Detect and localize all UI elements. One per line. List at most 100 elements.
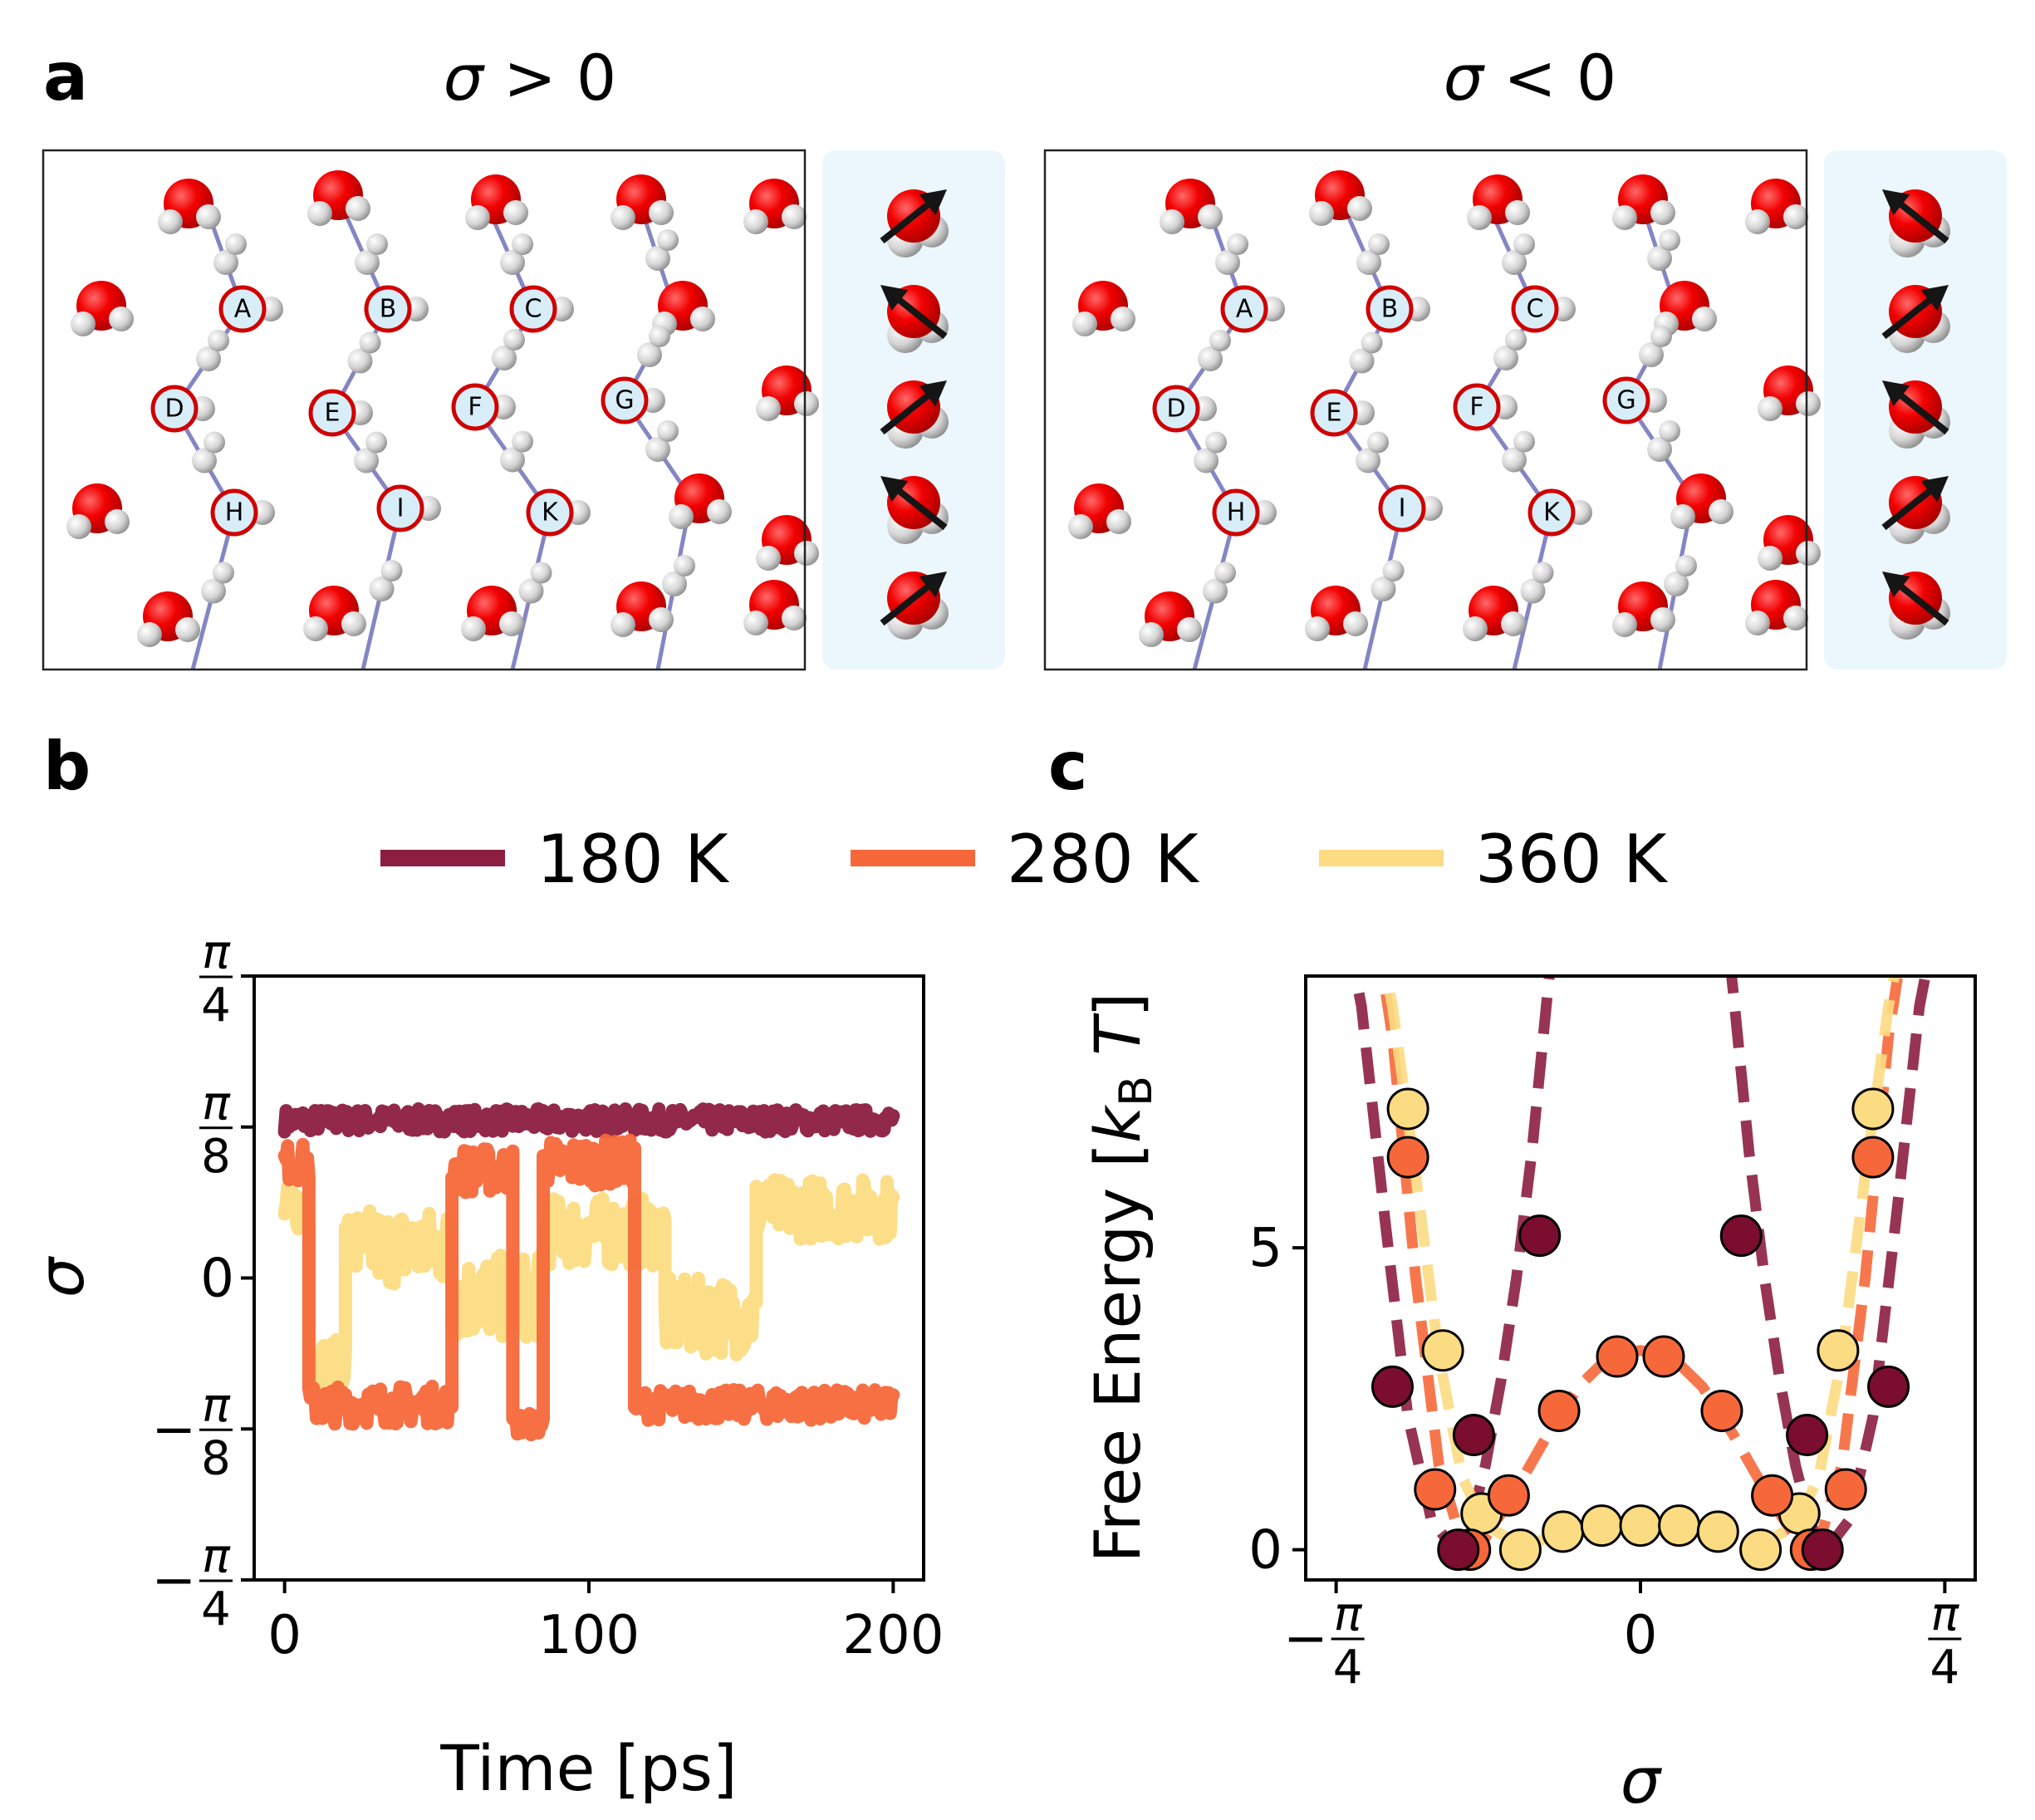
hydrogen-atom	[1796, 391, 1821, 416]
atom-label: H	[225, 498, 244, 527]
dipole-arrow-head	[1920, 476, 1949, 503]
tick-label: 0	[200, 1248, 234, 1310]
hydrogen-atom	[492, 346, 517, 370]
hydrogen-atom	[1513, 430, 1535, 453]
labeled-oxygen-atom	[1511, 285, 1559, 333]
title-rest: < 0	[1483, 41, 1616, 115]
chart-c-markers	[1371, 1087, 1910, 1572]
labeled-oxygen-atom	[1310, 389, 1358, 437]
hydrogen-atom	[1650, 607, 1675, 632]
hydrogen-atom	[196, 204, 221, 229]
hydrogen-atom	[1532, 562, 1554, 584]
labeled-oxygen-atom	[451, 383, 499, 431]
hydrogen-atom	[1758, 396, 1782, 421]
side-view-left-molecules	[880, 189, 949, 640]
chart-b-data	[277, 1102, 900, 1442]
data-point-280k	[1751, 1474, 1794, 1517]
atom-label: K	[542, 498, 559, 527]
data-point-360k	[1619, 1504, 1662, 1548]
hydrogen-atom	[1356, 448, 1380, 473]
data-point-280k	[1537, 1389, 1581, 1432]
dipole-arrow-head	[919, 380, 947, 407]
hydrogen-atom	[500, 250, 525, 275]
tick-fraction-denominator: 4	[1930, 1641, 1960, 1695]
hydrogen-atom	[1309, 201, 1334, 226]
tick-sign: −	[1283, 1608, 1328, 1670]
hydrogen-atom	[1783, 606, 1808, 630]
hydrogen-atom	[1194, 448, 1219, 473]
dipole-arrow-head	[880, 285, 909, 312]
hydrogen-atom	[1675, 555, 1697, 576]
labeled-oxygen-atom	[218, 285, 267, 333]
hydrogen-atom	[461, 616, 486, 641]
hydrogen-atom	[1361, 331, 1383, 354]
hydrogen-atom	[1177, 617, 1202, 642]
hydrogen-atom	[1367, 431, 1389, 454]
atom-label: F	[1469, 393, 1483, 422]
hydrogen-atom	[192, 448, 217, 473]
atom-label: G	[615, 386, 634, 415]
sigma-symbol: σ	[444, 41, 486, 115]
hydrogen-atom	[341, 611, 366, 636]
hydrogen-atom	[208, 330, 229, 351]
hydrogen-atom	[674, 555, 695, 576]
tick-label: π4−	[1283, 1587, 1365, 1695]
atom-label: I	[1399, 494, 1406, 523]
panel-label-c: c	[1048, 728, 1087, 805]
hydrogen-atom	[1639, 342, 1664, 367]
hydrogen-atom	[756, 546, 781, 571]
data-point-280k	[1700, 1389, 1743, 1432]
tick-sign: −	[151, 1399, 196, 1460]
hydrogen-atom	[1502, 447, 1527, 473]
data-point-180k	[1801, 1528, 1844, 1572]
data-point-280k	[1824, 1468, 1867, 1511]
data-point-180k	[1371, 1365, 1414, 1408]
dipole-arrow-head	[919, 572, 947, 598]
hydrogen-atom	[756, 396, 781, 421]
tick-sign: −	[151, 1550, 196, 1612]
legend-label-280k: 280 K	[1007, 821, 1200, 898]
hydrogen-atom	[1068, 514, 1093, 539]
labeled-oxygen-atom	[376, 484, 424, 532]
tick-fraction-denominator: 4	[1333, 1641, 1363, 1695]
hydrogen-atom	[1209, 330, 1231, 351]
dipole-arrow-head	[1882, 572, 1910, 598]
data-point-360k	[1580, 1504, 1623, 1548]
ice-lattice-right: A B C D E F G H I K	[1068, 170, 1821, 670]
hydrogen-atom	[1467, 205, 1492, 230]
fit-line-180k	[1350, 976, 1931, 1559]
hydrogen-atom	[1349, 348, 1375, 374]
hydrogen-atom	[196, 346, 221, 371]
lattice-right-frame	[1043, 149, 1808, 671]
sigma-symbol: σ	[1444, 41, 1486, 115]
hydrogen-atom	[1198, 346, 1223, 371]
fit-line-360k	[1380, 976, 1900, 1553]
side-view-right-molecules	[1881, 189, 1950, 640]
dipole-arrow-head	[1882, 189, 1910, 216]
labeled-oxygen-atom	[364, 285, 412, 333]
y-tick-label: 0	[1248, 1520, 1282, 1582]
panel-a-right-title: σ < 0	[1444, 41, 1617, 115]
hydrogen-atom	[1371, 576, 1396, 601]
hydrogen-atom	[1343, 611, 1368, 636]
chart-b-frame	[253, 974, 925, 1582]
atom-label: E	[1326, 399, 1342, 428]
data-point-180k	[1518, 1214, 1562, 1258]
series-line-360k	[277, 1173, 900, 1392]
hydrogen-atom	[649, 200, 674, 225]
atom-label: A	[1236, 295, 1253, 324]
hydrogen-atom	[1382, 560, 1405, 581]
series-line-180k	[277, 1102, 900, 1139]
data-point-360k	[1542, 1510, 1585, 1553]
hydrogen-atom	[794, 391, 819, 416]
hydrogen-atom	[1502, 250, 1527, 275]
panel-a-left-title: σ > 0	[444, 41, 617, 115]
hydrogen-atom	[175, 617, 200, 642]
tick-fraction-numerator: π	[1931, 1587, 1960, 1641]
hydrogen-atom	[201, 578, 226, 604]
hydrogen-atom	[530, 562, 552, 584]
hydrogen-atom	[158, 209, 183, 234]
